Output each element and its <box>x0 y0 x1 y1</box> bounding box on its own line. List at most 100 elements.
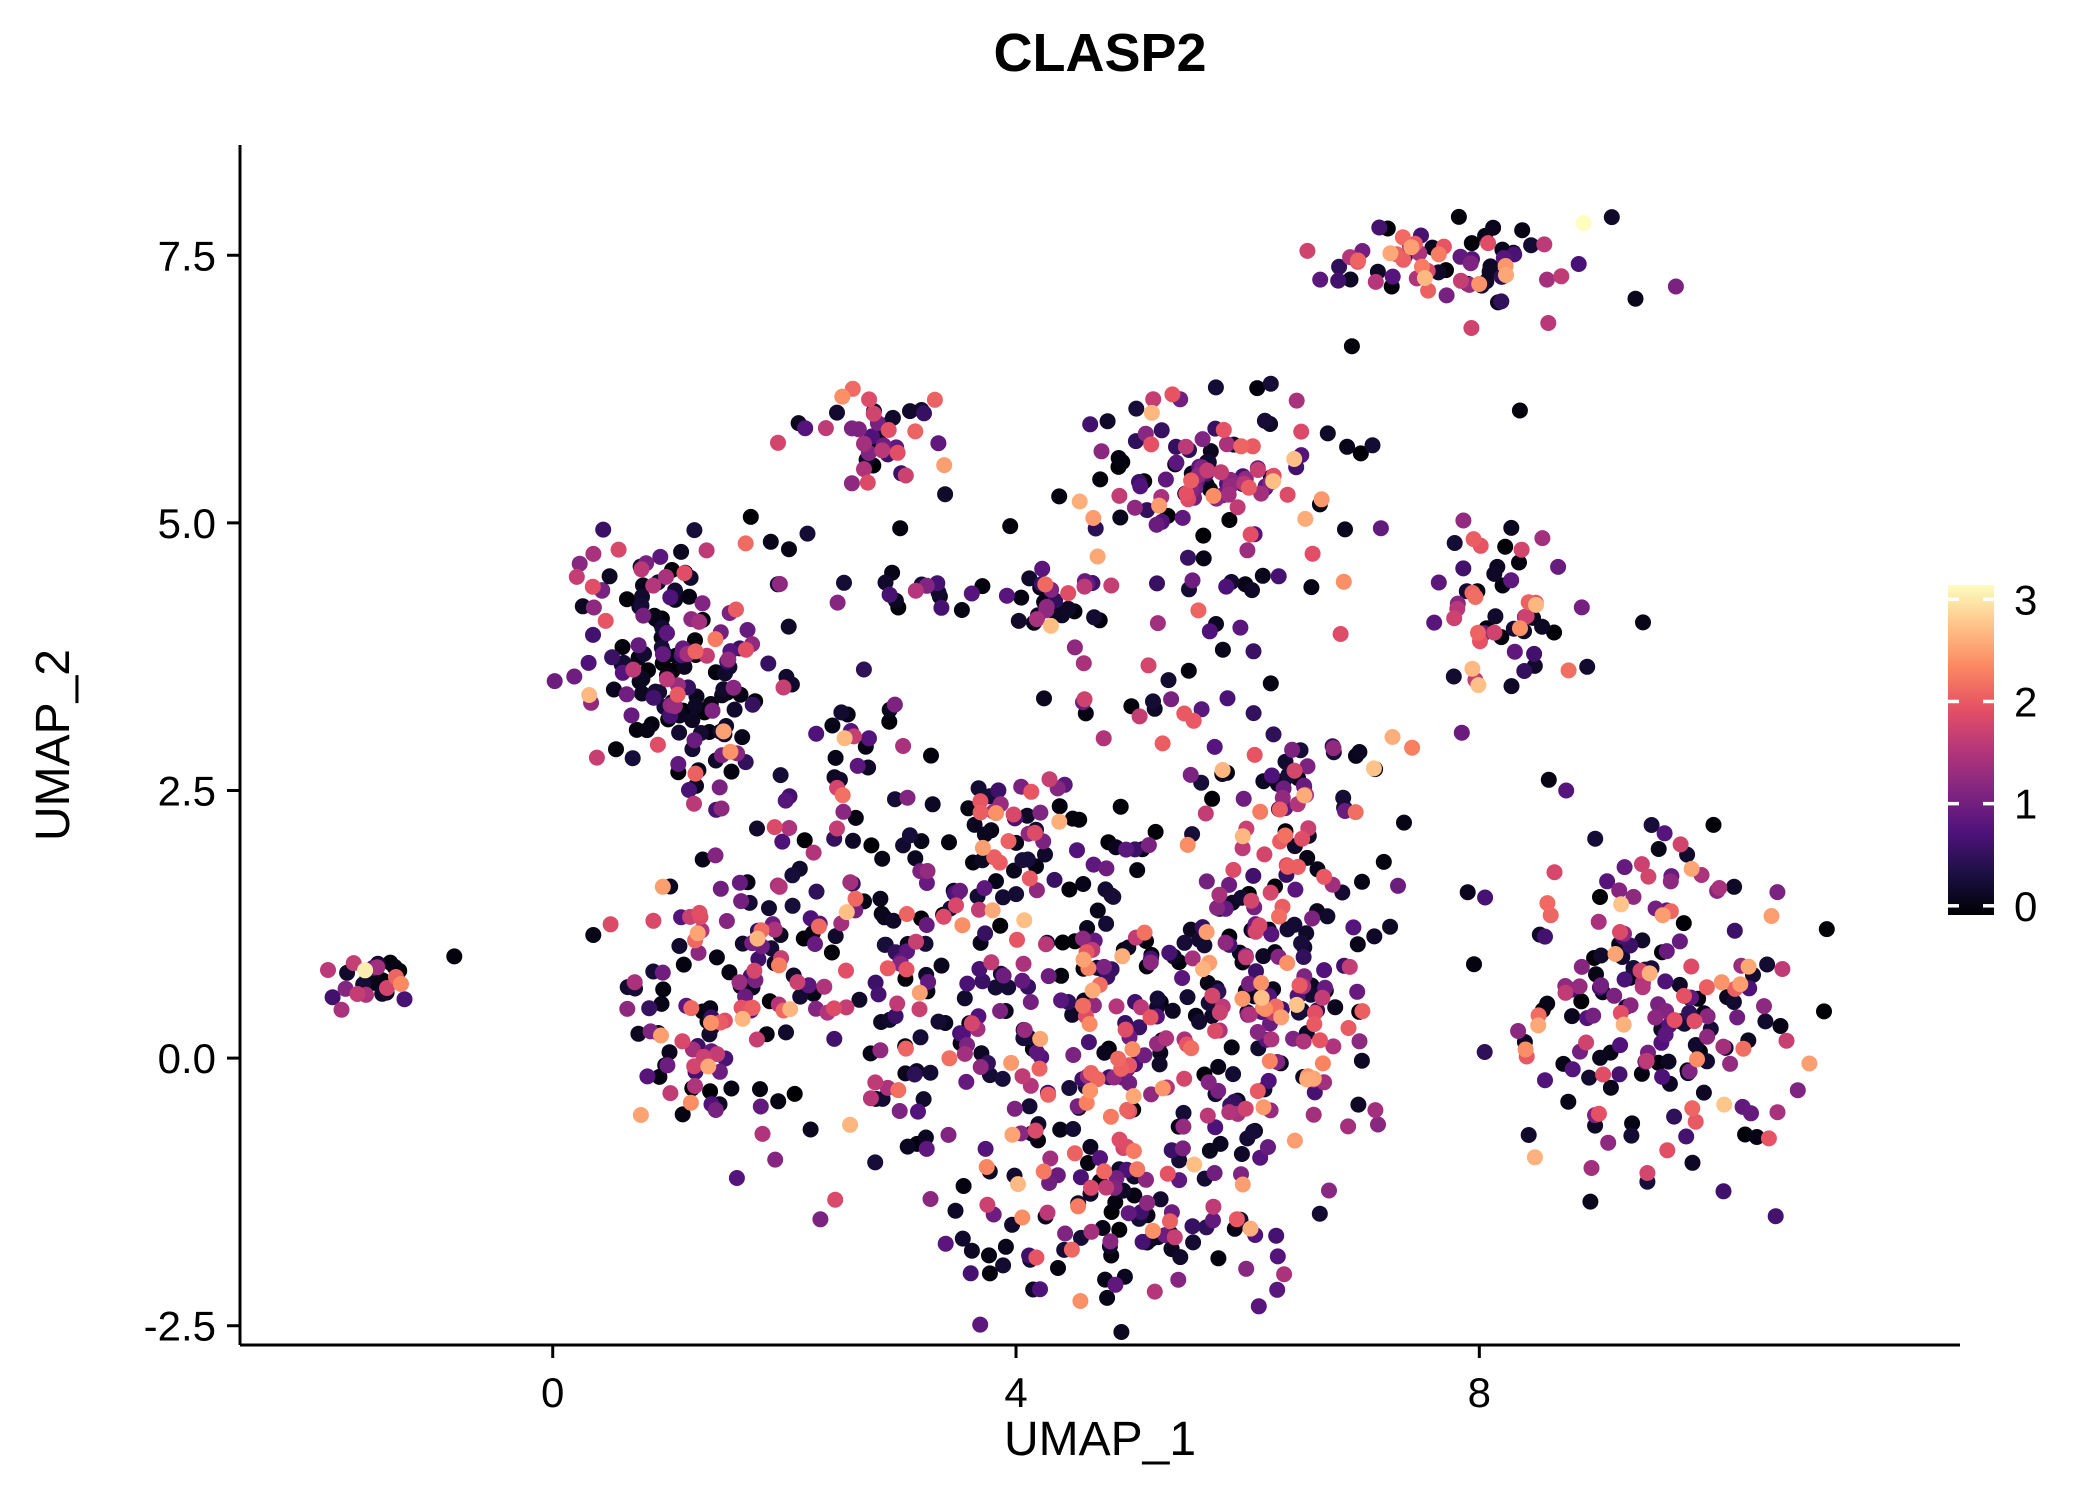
data-point <box>880 422 897 438</box>
data-point <box>566 668 583 685</box>
data-point <box>752 1081 768 1098</box>
data-point <box>673 543 690 560</box>
data-point <box>1616 971 1633 988</box>
data-point <box>1314 1055 1331 1072</box>
data-point <box>1057 1225 1074 1242</box>
data-point <box>1306 1016 1323 1033</box>
data-point <box>807 936 823 952</box>
data-point <box>1590 1105 1607 1122</box>
data-point <box>1037 576 1054 593</box>
data-point <box>953 602 970 618</box>
data-point <box>1550 558 1567 575</box>
data-point <box>1316 962 1333 979</box>
data-point <box>1075 876 1092 892</box>
data-point <box>1582 1193 1599 1210</box>
data-point <box>1273 1009 1290 1026</box>
data-point <box>694 595 711 612</box>
data-point <box>1163 691 1180 708</box>
data-point <box>861 391 878 408</box>
data-point <box>1168 454 1185 471</box>
data-point <box>1085 510 1102 526</box>
data-point <box>1051 798 1068 815</box>
data-point <box>1174 509 1191 526</box>
data-point <box>1112 509 1129 526</box>
data-point <box>984 902 1001 919</box>
data-point <box>1573 599 1590 616</box>
data-point <box>749 820 765 837</box>
data-point <box>784 867 801 884</box>
data-point <box>1234 840 1251 857</box>
data-point <box>1426 614 1443 631</box>
data-point <box>824 717 841 734</box>
data-point <box>811 918 827 935</box>
data-point <box>604 649 621 666</box>
data-point <box>1675 915 1692 932</box>
data-point <box>1204 987 1221 1004</box>
data-point <box>1295 949 1312 965</box>
data-point <box>687 1078 703 1094</box>
data-point <box>1279 486 1296 503</box>
data-point <box>990 782 1007 799</box>
data-point <box>1010 612 1027 629</box>
data-point <box>898 961 915 978</box>
data-point <box>1184 950 1201 967</box>
data-point <box>823 944 840 961</box>
data-point <box>1638 1052 1655 1069</box>
data-point <box>1082 1138 1099 1155</box>
data-point <box>1666 1108 1683 1125</box>
data-point <box>1089 1071 1106 1088</box>
data-point <box>1463 320 1480 336</box>
data-point <box>1615 1016 1632 1033</box>
data-point <box>605 681 622 698</box>
data-point <box>1689 1051 1705 1068</box>
data-point <box>320 962 336 978</box>
data-point <box>1430 246 1447 263</box>
data-point <box>1204 790 1221 807</box>
data-point <box>1517 1041 1534 1058</box>
data-point <box>1151 1056 1168 1073</box>
data-point <box>834 787 851 804</box>
data-point <box>836 574 852 591</box>
data-point <box>1314 989 1331 1006</box>
data-point <box>546 673 563 690</box>
data-point <box>1098 1179 1115 1196</box>
data-point <box>1096 1044 1113 1061</box>
data-point <box>760 655 777 672</box>
data-point <box>1345 919 1362 936</box>
data-point <box>748 1031 765 1048</box>
data-point <box>955 1178 972 1194</box>
data-point <box>1061 881 1078 898</box>
data-point <box>655 981 672 998</box>
data-point <box>998 587 1015 604</box>
data-point <box>930 1013 947 1030</box>
data-point <box>1176 705 1193 722</box>
data-point <box>1120 1205 1137 1222</box>
data-point <box>1032 1281 1048 1298</box>
data-point <box>1220 486 1237 503</box>
data-point <box>918 875 935 891</box>
data-point <box>659 671 675 688</box>
data-point <box>1466 956 1482 973</box>
data-point <box>1816 1003 1832 1020</box>
data-point <box>610 541 627 558</box>
data-point <box>1179 836 1196 853</box>
data-point <box>770 1093 787 1110</box>
data-point <box>1390 877 1406 894</box>
data-point <box>1462 255 1479 272</box>
data-point <box>1471 276 1488 292</box>
data-point <box>1294 830 1311 847</box>
data-point <box>687 643 704 660</box>
data-point <box>1178 485 1195 502</box>
data-point <box>827 1191 844 1208</box>
data-point <box>618 686 635 703</box>
data-point <box>1482 258 1499 275</box>
data-point <box>632 1107 649 1123</box>
data-point <box>1520 1127 1537 1143</box>
data-point <box>1235 790 1252 807</box>
data-point <box>1676 987 1692 1004</box>
data-point <box>1263 926 1280 943</box>
data-point <box>1004 1126 1021 1143</box>
data-point <box>902 403 918 420</box>
data-point <box>922 1064 939 1081</box>
data-point <box>595 521 612 538</box>
